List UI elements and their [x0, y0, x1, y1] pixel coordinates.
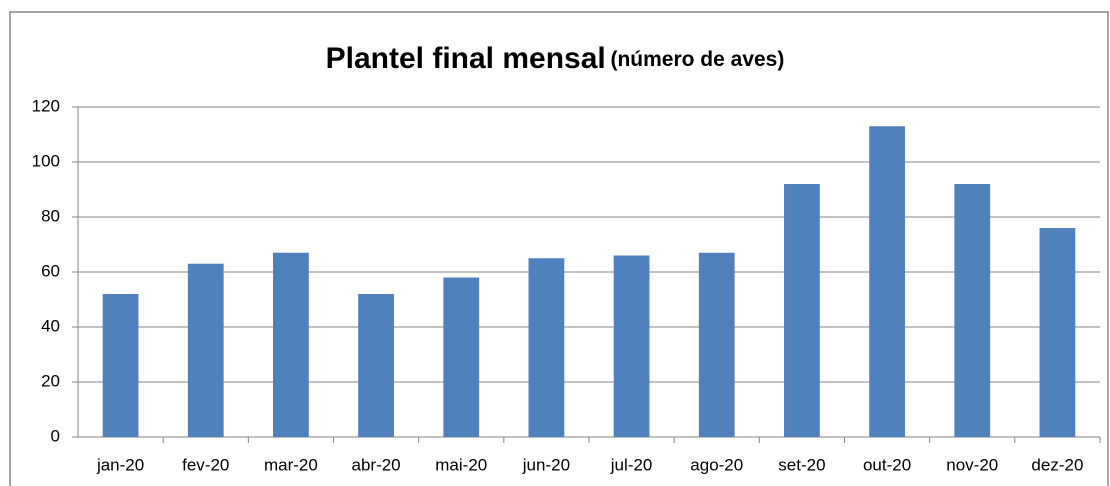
x-tick-label: set-20 — [778, 455, 825, 474]
x-tick-label: ago-20 — [690, 455, 743, 474]
x-tick-label: jun-20 — [522, 455, 570, 474]
x-tick-label: abr-20 — [352, 455, 401, 474]
y-tick-label: 80 — [41, 206, 60, 225]
chart-heading: Plantel final mensal (número de aves) — [326, 42, 785, 75]
chart-title: Plantel final mensal — [326, 42, 606, 75]
bar — [187, 263, 224, 437]
bar — [443, 277, 480, 437]
bar — [954, 184, 991, 437]
y-tick-label: 60 — [41, 261, 60, 280]
x-tick-label: jul-20 — [610, 455, 653, 474]
bar — [273, 252, 309, 437]
x-tick-label: mar-20 — [264, 455, 318, 474]
bar — [698, 252, 735, 437]
x-tick-label: out-20 — [863, 455, 911, 474]
x-tick-label: mai-20 — [435, 455, 487, 474]
y-tick-label: 120 — [32, 96, 60, 115]
bar — [528, 258, 565, 437]
y-tick-label: 100 — [32, 151, 60, 170]
y-tick-label: 20 — [41, 371, 60, 390]
y-tick-label: 40 — [41, 316, 60, 335]
x-tick-label: nov-20 — [946, 455, 998, 474]
chart-subtitle: (número de aves) — [610, 48, 784, 71]
bar — [102, 294, 139, 437]
bar — [613, 255, 650, 437]
bar — [358, 294, 394, 437]
bar — [784, 184, 820, 437]
x-tick-label: dez-20 — [1031, 455, 1083, 474]
x-tick-label: jan-20 — [96, 455, 144, 474]
x-tick-label: fev-20 — [182, 455, 229, 474]
bar — [869, 126, 905, 437]
y-tick-label: 0 — [51, 426, 60, 445]
bar — [1039, 228, 1076, 437]
